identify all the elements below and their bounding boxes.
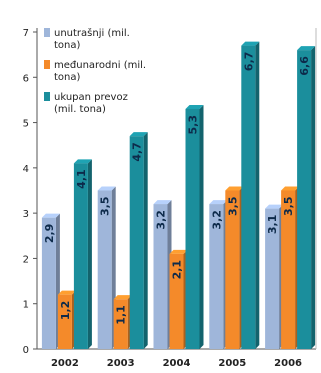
x-tick-label: 2005 [218,358,246,369]
bar-top [241,41,260,46]
bar-side [143,132,148,349]
data-label: 6,6 [298,56,311,76]
y-tick-label: 2 [23,254,29,265]
bar [129,136,144,349]
bar-top [73,159,92,164]
legend-swatch [44,60,50,69]
bar-top [41,213,60,218]
y-tick-label: 0 [23,345,29,356]
data-label: 3,2 [155,210,168,230]
data-label: 3,5 [99,197,112,217]
bar [185,108,200,349]
bar [113,299,128,349]
y-tick-label: 6 [23,73,29,84]
y-tick-label: 3 [23,209,29,220]
data-label: 1,2 [59,301,72,321]
bar-side [87,159,92,349]
bar-top [113,295,132,300]
bar-side [199,104,204,349]
bar [281,190,296,349]
bar-top [169,249,188,254]
data-label: 6,7 [242,52,255,71]
bar-top [225,186,244,191]
bar-top [281,186,300,191]
data-label: 1,1 [115,305,128,325]
bar-top [97,186,116,191]
bar [209,204,224,349]
data-label: 2,1 [171,260,184,280]
legend-entry: tona) [54,40,81,51]
bar [73,163,88,349]
bar [57,294,72,349]
bar [97,190,112,349]
x-tick-label: 2002 [51,358,79,369]
x-tick-label: 2004 [163,358,191,369]
bar-top [265,204,284,209]
bar [241,45,256,349]
legend-entry: (mil. tona) [54,104,106,115]
bar-side [311,46,316,349]
legend-background [41,24,169,124]
legend-swatch [44,92,50,101]
bar-side [255,41,260,349]
data-label: 4,1 [75,169,88,189]
data-label: 4,7 [131,142,144,162]
data-label: 3,5 [226,197,239,217]
y-tick-label: 5 [23,119,29,130]
legend-entry: međunarodni (mil. [54,60,146,71]
legend-swatch [44,28,50,37]
legend-entry: unutrašnji (mil. [54,27,130,39]
data-label: 3,2 [210,210,223,230]
bar [297,50,312,349]
legend-entry: ukupan prevoz [54,92,128,103]
bars: 2,91,24,13,51,14,73,22,15,33,23,56,73,13… [41,41,316,349]
x-tick-label: 2003 [107,358,135,369]
bar-top [209,200,228,205]
bar-top [57,290,76,295]
y-tick-label: 7 [23,28,29,39]
bar-top [129,132,148,137]
bar-top [153,200,172,205]
legend-entry: tona) [54,72,81,83]
data-label: 3,5 [282,197,295,217]
bar [153,204,168,349]
bar [41,217,56,349]
data-label: 3,1 [266,215,279,235]
legend: unutrašnji (mil.tona)međunarodni (mil.to… [41,24,169,124]
y-tick-label: 1 [23,300,29,311]
bar-top [297,46,316,51]
bar [225,190,240,349]
bar [265,208,280,349]
data-label: 2,9 [43,224,56,244]
y-tick-label: 4 [23,164,29,175]
data-label: 5,3 [187,115,200,135]
bar [169,253,184,349]
bar-top [185,104,204,109]
x-tick-label: 2006 [274,358,302,369]
